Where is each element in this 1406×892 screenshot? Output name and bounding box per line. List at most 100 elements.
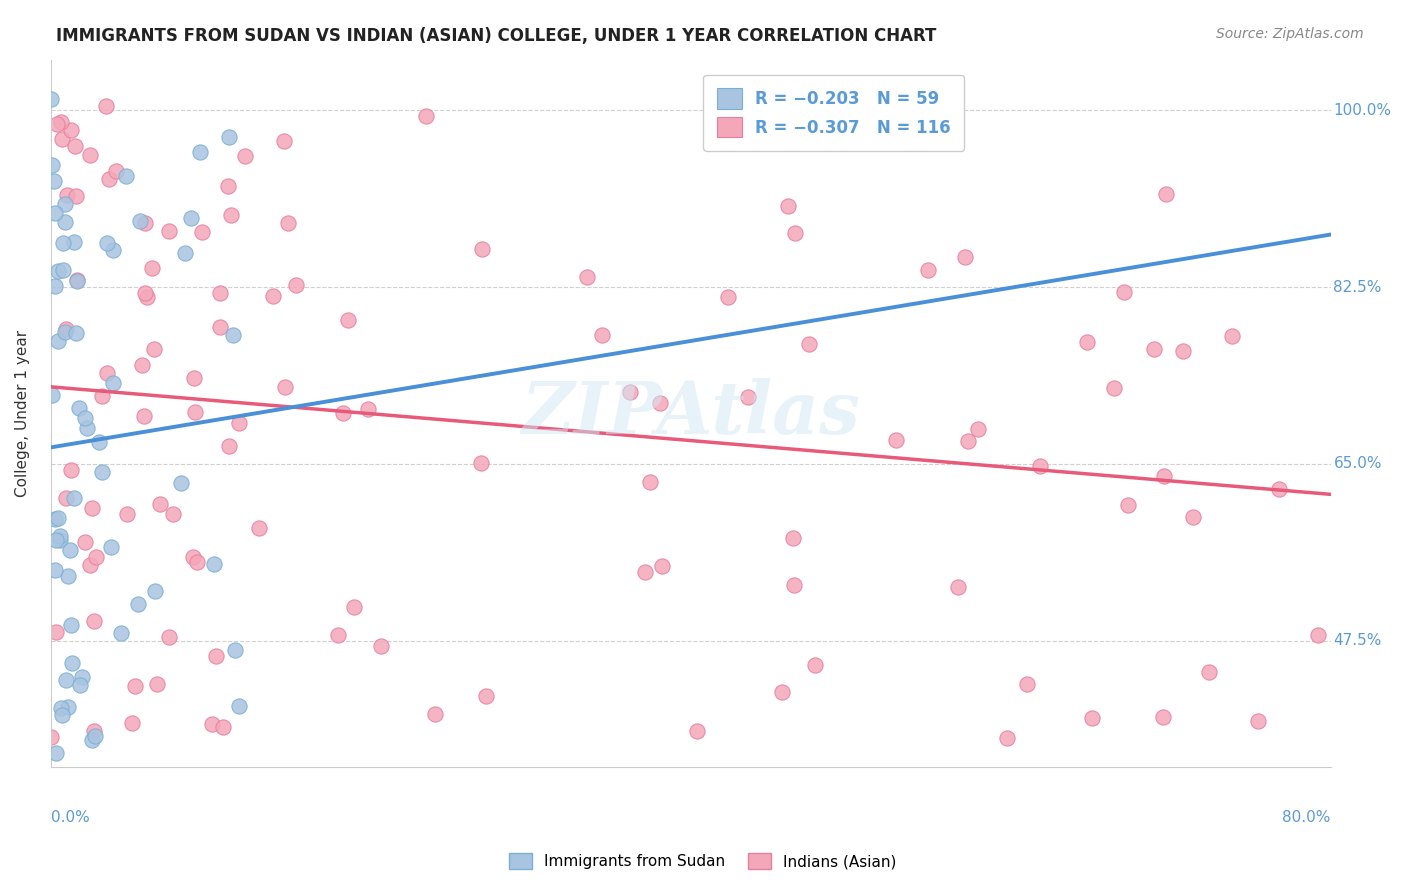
Point xyxy=(96,235,118,250)
Point xyxy=(202,557,225,571)
Point xyxy=(917,262,939,277)
Point xyxy=(66,274,89,288)
Point xyxy=(184,405,207,419)
Point xyxy=(370,639,392,653)
Point xyxy=(44,278,66,293)
Point xyxy=(470,456,492,470)
Point xyxy=(83,614,105,628)
Point xyxy=(842,122,865,136)
Point xyxy=(228,698,250,713)
Point xyxy=(100,541,122,555)
Point xyxy=(82,500,104,515)
Point xyxy=(53,197,76,211)
Point xyxy=(96,366,118,380)
Point xyxy=(52,263,75,277)
Point xyxy=(105,164,128,178)
Text: 80.0%: 80.0% xyxy=(1282,810,1331,825)
Point xyxy=(44,563,66,577)
Point xyxy=(211,720,233,734)
Legend: Immigrants from Sudan, Indians (Asian): Immigrants from Sudan, Indians (Asian) xyxy=(503,847,903,875)
Point xyxy=(776,199,799,213)
Point xyxy=(1102,381,1125,395)
Point xyxy=(62,491,84,505)
Point xyxy=(737,390,759,404)
Point xyxy=(73,535,96,549)
Point xyxy=(124,679,146,693)
Point xyxy=(332,406,354,420)
Point xyxy=(41,158,63,172)
Point xyxy=(142,342,165,356)
Point xyxy=(651,558,673,573)
Point xyxy=(39,730,62,744)
Point xyxy=(1247,714,1270,728)
Point xyxy=(209,285,232,300)
Point xyxy=(103,376,125,390)
Point xyxy=(97,172,120,186)
Point xyxy=(91,389,114,403)
Point xyxy=(425,706,447,721)
Point xyxy=(66,272,89,286)
Text: 82.5%: 82.5% xyxy=(1333,279,1382,294)
Point xyxy=(53,215,76,229)
Point xyxy=(782,117,804,131)
Point xyxy=(326,628,349,642)
Point xyxy=(173,246,195,260)
Point xyxy=(209,319,232,334)
Point xyxy=(804,657,827,672)
Point xyxy=(56,700,79,714)
Point xyxy=(143,583,166,598)
Point xyxy=(190,225,212,239)
Point xyxy=(1220,329,1243,343)
Point xyxy=(44,206,66,220)
Point xyxy=(59,617,82,632)
Point xyxy=(44,512,66,526)
Point xyxy=(1112,285,1135,299)
Point xyxy=(41,92,63,106)
Point xyxy=(1156,186,1178,201)
Point xyxy=(218,439,240,453)
Point xyxy=(1153,468,1175,483)
Text: 0.0%: 0.0% xyxy=(51,810,90,825)
Point xyxy=(79,148,101,162)
Point xyxy=(65,189,87,203)
Point xyxy=(716,290,738,304)
Point xyxy=(357,402,380,417)
Point xyxy=(115,169,138,183)
Point xyxy=(953,250,976,264)
Point xyxy=(884,434,907,448)
Point xyxy=(46,511,69,525)
Point xyxy=(149,497,172,511)
Point xyxy=(797,337,820,351)
Point xyxy=(221,208,243,222)
Point xyxy=(134,285,156,300)
Point xyxy=(1268,482,1291,496)
Point xyxy=(217,179,239,194)
Point xyxy=(70,670,93,684)
Text: IMMIGRANTS FROM SUDAN VS INDIAN (ASIAN) COLLEGE, UNDER 1 YEAR CORRELATION CHART: IMMIGRANTS FROM SUDAN VS INDIAN (ASIAN) … xyxy=(56,27,936,45)
Point xyxy=(948,580,970,594)
Legend: R = −0.203   N = 59, R = −0.307   N = 116: R = −0.203 N = 59, R = −0.307 N = 116 xyxy=(703,75,965,151)
Point xyxy=(45,747,67,761)
Point xyxy=(129,214,152,228)
Point xyxy=(63,235,86,249)
Point xyxy=(45,117,67,131)
Point xyxy=(218,129,240,144)
Point xyxy=(576,270,599,285)
Point xyxy=(967,422,990,436)
Text: ZIPAtlas: ZIPAtlas xyxy=(522,378,860,449)
Point xyxy=(186,555,208,569)
Point xyxy=(475,690,498,704)
Point xyxy=(222,327,245,342)
Point xyxy=(131,358,153,372)
Point xyxy=(49,533,72,547)
Point xyxy=(101,243,124,257)
Point xyxy=(141,260,163,275)
Point xyxy=(46,264,69,278)
Y-axis label: College, Under 1 year: College, Under 1 year xyxy=(15,330,30,497)
Point xyxy=(343,600,366,615)
Point xyxy=(69,678,91,692)
Point xyxy=(67,401,90,416)
Point xyxy=(94,99,117,113)
Point xyxy=(181,550,204,565)
Point xyxy=(591,327,613,342)
